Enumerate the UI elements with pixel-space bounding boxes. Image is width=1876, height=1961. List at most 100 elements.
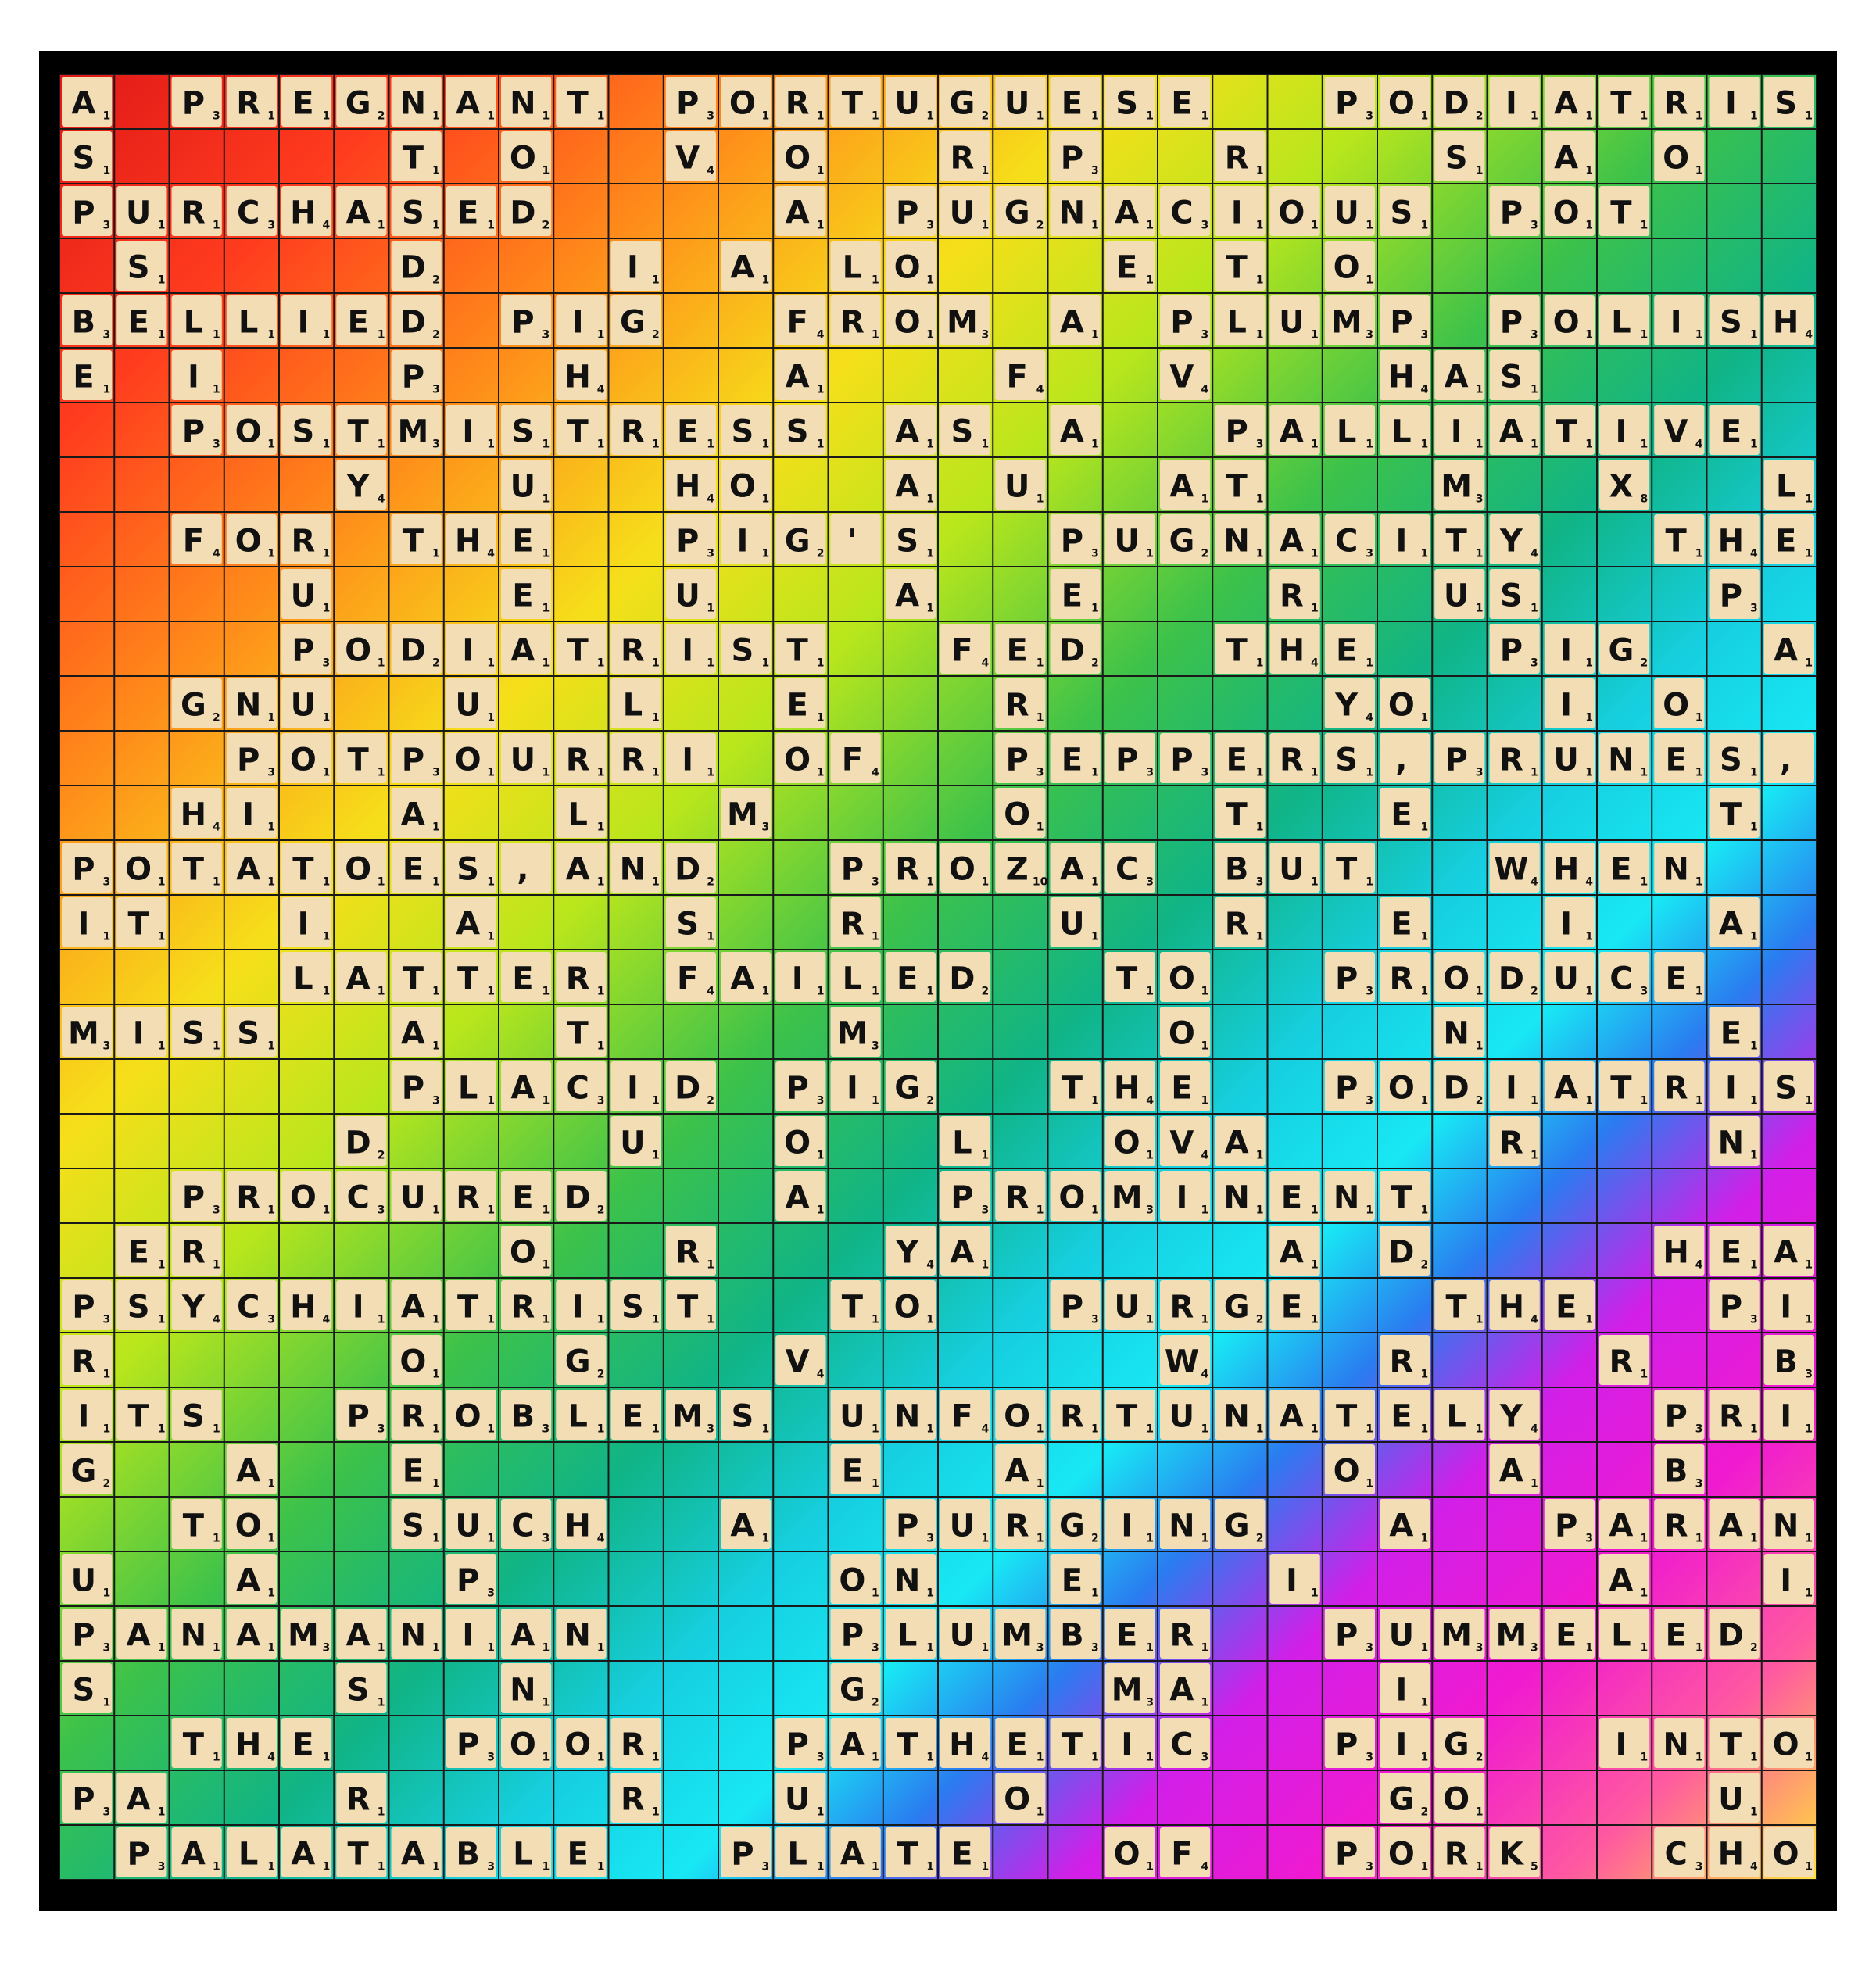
tile-score: 1: [323, 766, 331, 778]
tile-score: 1: [652, 711, 660, 724]
tile-letter: A: [1609, 1508, 1633, 1544]
tile-score: 1: [1421, 219, 1429, 231]
tile-score: 1: [1366, 1422, 1373, 1435]
tile-letter: E: [567, 1836, 588, 1872]
tile-face: [1050, 186, 1101, 236]
tile-letter: R: [1664, 85, 1688, 121]
tile-score: 1: [213, 1641, 220, 1654]
tile-letter: F: [1171, 1836, 1192, 1872]
tile-face: [336, 1171, 387, 1221]
tile-letter: D: [510, 195, 535, 231]
tile-score: 4: [1311, 657, 1319, 669]
tile-score: 1: [982, 1641, 990, 1654]
tile-score: 1: [597, 766, 605, 778]
tile-face: [1380, 733, 1430, 783]
tile-letter: P: [292, 632, 314, 668]
tile-score: 3: [1695, 1477, 1703, 1490]
tile-letter: E: [1226, 742, 1247, 778]
tile-letter: R: [456, 1179, 480, 1215]
tile-score: 3: [597, 1094, 605, 1107]
tile-score: 3: [542, 328, 550, 341]
tile-letter: U: [291, 578, 316, 614]
tile-score: 3: [1091, 1641, 1099, 1654]
tile-face: [1104, 186, 1155, 236]
tile-score: 1: [1256, 821, 1264, 833]
tile-letter: D: [675, 1070, 700, 1106]
tile-face: [1160, 1609, 1211, 1659]
tile-score: 1: [1695, 711, 1703, 724]
tile-score: 1: [1695, 1751, 1703, 1763]
tile-score: 1: [872, 1860, 879, 1873]
tile-score: 1: [1256, 1422, 1264, 1435]
tile-letter: M: [672, 1398, 704, 1434]
tile-letter: O: [345, 632, 371, 668]
tile-letter: R: [181, 195, 206, 231]
tile-face: [995, 1718, 1046, 1768]
tile-score: 1: [1695, 1532, 1703, 1544]
tile-face: [1434, 1280, 1485, 1330]
tile-score: 1: [432, 1313, 440, 1326]
tile-letter: L: [293, 961, 313, 997]
tile-letter: S: [1335, 742, 1358, 778]
tile-face: [940, 952, 991, 1002]
tile-face: [1489, 186, 1540, 236]
tile-letter: U: [291, 687, 316, 723]
tile-score: 4: [1201, 1368, 1209, 1380]
tile-score: 1: [1146, 1751, 1154, 1763]
tile-score: 2: [542, 219, 550, 231]
tile-score: 1: [1585, 711, 1593, 724]
tile-face: [391, 1827, 442, 1877]
tile-score: 1: [1750, 1422, 1758, 1435]
tile-score: 1: [652, 438, 660, 450]
tile-letter: P: [1445, 742, 1467, 778]
tile-letter: D: [1059, 632, 1085, 668]
tile-letter: Y: [181, 1289, 206, 1325]
tile-score: 1: [926, 1641, 934, 1654]
tile-letter: T: [1610, 85, 1632, 121]
tile-letter: U: [1718, 1781, 1743, 1817]
tile-face: [1599, 405, 1650, 455]
tile-letter: P: [1061, 1289, 1083, 1325]
tile-letter: L: [843, 249, 863, 285]
tile-score: 1: [1311, 328, 1319, 341]
tile-score: 1: [1201, 1532, 1209, 1544]
tile-face: [556, 77, 607, 127]
tile-letter: U: [620, 1125, 645, 1161]
tile-score: 1: [1421, 1204, 1429, 1216]
tile-face: [665, 952, 716, 1002]
tile-face: [1654, 1444, 1705, 1494]
tile-face: [226, 1007, 277, 1057]
tile-face: [940, 843, 991, 893]
tile-score: 2: [1091, 1532, 1099, 1544]
tile-letter: E: [512, 578, 533, 614]
tile-letter: E: [1665, 742, 1686, 778]
tile-letter: O: [1773, 1836, 1799, 1872]
tile-face: [391, 1499, 442, 1549]
tile-letter: U: [126, 195, 151, 231]
tile-score: 1: [652, 1149, 660, 1161]
